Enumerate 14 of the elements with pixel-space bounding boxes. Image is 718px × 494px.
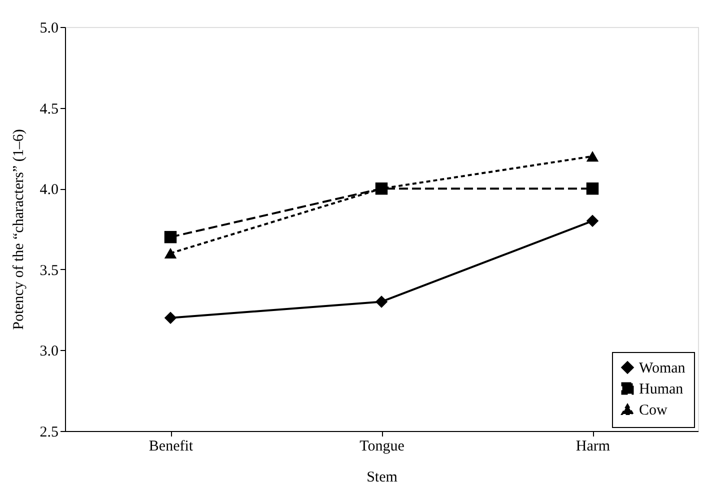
y-tick-label: 3.0 (40, 344, 58, 360)
x-tick-label: Harm (576, 438, 610, 454)
legend-label: Human (639, 382, 684, 398)
y-tick-label: 2.5 (40, 424, 58, 440)
y-axis-title: Potency of the “characters” (1–6) (10, 129, 27, 330)
y-tick-label: 4.5 (40, 101, 58, 118)
x-tick-label: Benefit (148, 438, 194, 454)
y-tick-label: 3.5 (40, 262, 58, 279)
y-tick-label: 5.0 (40, 20, 58, 36)
legend-label: Woman (639, 360, 686, 376)
legend-label: Cow (639, 402, 668, 418)
x-axis-title: Stem (366, 470, 398, 486)
x-tick-label: Tongue (360, 438, 405, 454)
y-tick-label: 4.0 (40, 182, 58, 198)
